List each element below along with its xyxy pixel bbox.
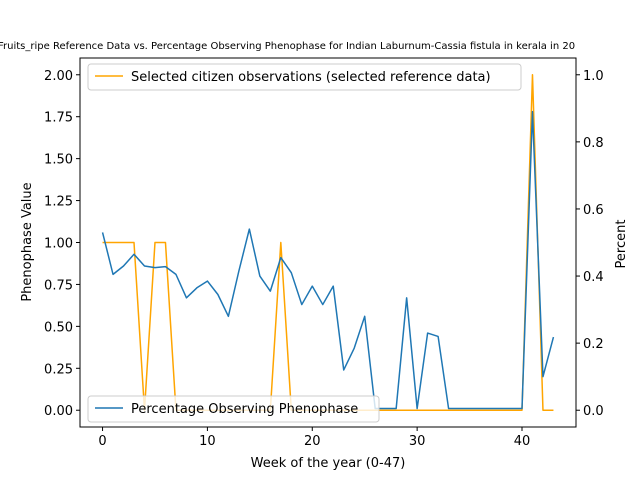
y-axis-left: 0.00 0.25 0.50 0.75 1.00 1.25 1.50 1.75 2.00: [44, 69, 80, 419]
y-left-tick-label: 0.50: [44, 320, 73, 335]
y-left-tick-label: 0.75: [44, 278, 73, 293]
y-left-tick-label: 2.00: [44, 69, 73, 84]
x-tick-label: 20: [304, 434, 321, 449]
x-tick-label: 10: [199, 434, 216, 449]
y-right-tick-label: 0.4: [583, 270, 604, 285]
legend-top-label: Selected citizen observations (selected …: [131, 70, 491, 85]
series-line-reference: [102, 74, 554, 411]
y-right-tick-label: 1.0: [583, 69, 604, 84]
y-left-tick-label: 0.00: [44, 404, 73, 419]
legend-top-box: [87, 63, 522, 91]
legend-bottom-label: Percentage Observing Phenophase: [131, 402, 358, 417]
y-right-tick-label: 0.6: [583, 203, 604, 218]
series-layer: [101, 74, 555, 411]
y-axis-right: 0.0 0.2 0.4 0.6 0.8 1.0: [576, 69, 604, 419]
y-right-tick-label: 0.8: [583, 136, 604, 151]
y-left-tick-label: 1.50: [44, 153, 73, 168]
y-left-tick-label: 0.25: [44, 362, 73, 377]
legend-bottom-box: [87, 395, 380, 423]
x-tick-label: 0: [98, 434, 106, 449]
y-left-tick-label: 1.00: [44, 237, 73, 252]
x-tick-label: 30: [409, 434, 426, 449]
x-axis-label: Week of the year (0-47): [251, 456, 406, 471]
x-tick-label: 40: [514, 434, 531, 449]
series-line-percent: [101, 110, 555, 410]
y-right-tick-label: 0.2: [583, 337, 604, 352]
chart-title: Fruits_ripe Reference Data vs. Percentag…: [0, 41, 575, 52]
y-right-tick-label: 0.0: [583, 404, 604, 419]
y-left-tick-label: 1.25: [44, 195, 73, 210]
legend-top: Selected citizen observations (selected …: [87, 63, 522, 91]
y-axis-right-label: Percent: [614, 220, 629, 269]
legend-bottom: Percentage Observing Phenophase: [87, 395, 380, 423]
y-axis-left-label: Phenophase Value: [20, 182, 35, 301]
x-axis: 0 10 20 30 40: [98, 427, 530, 449]
y-left-tick-label: 1.75: [44, 111, 73, 126]
